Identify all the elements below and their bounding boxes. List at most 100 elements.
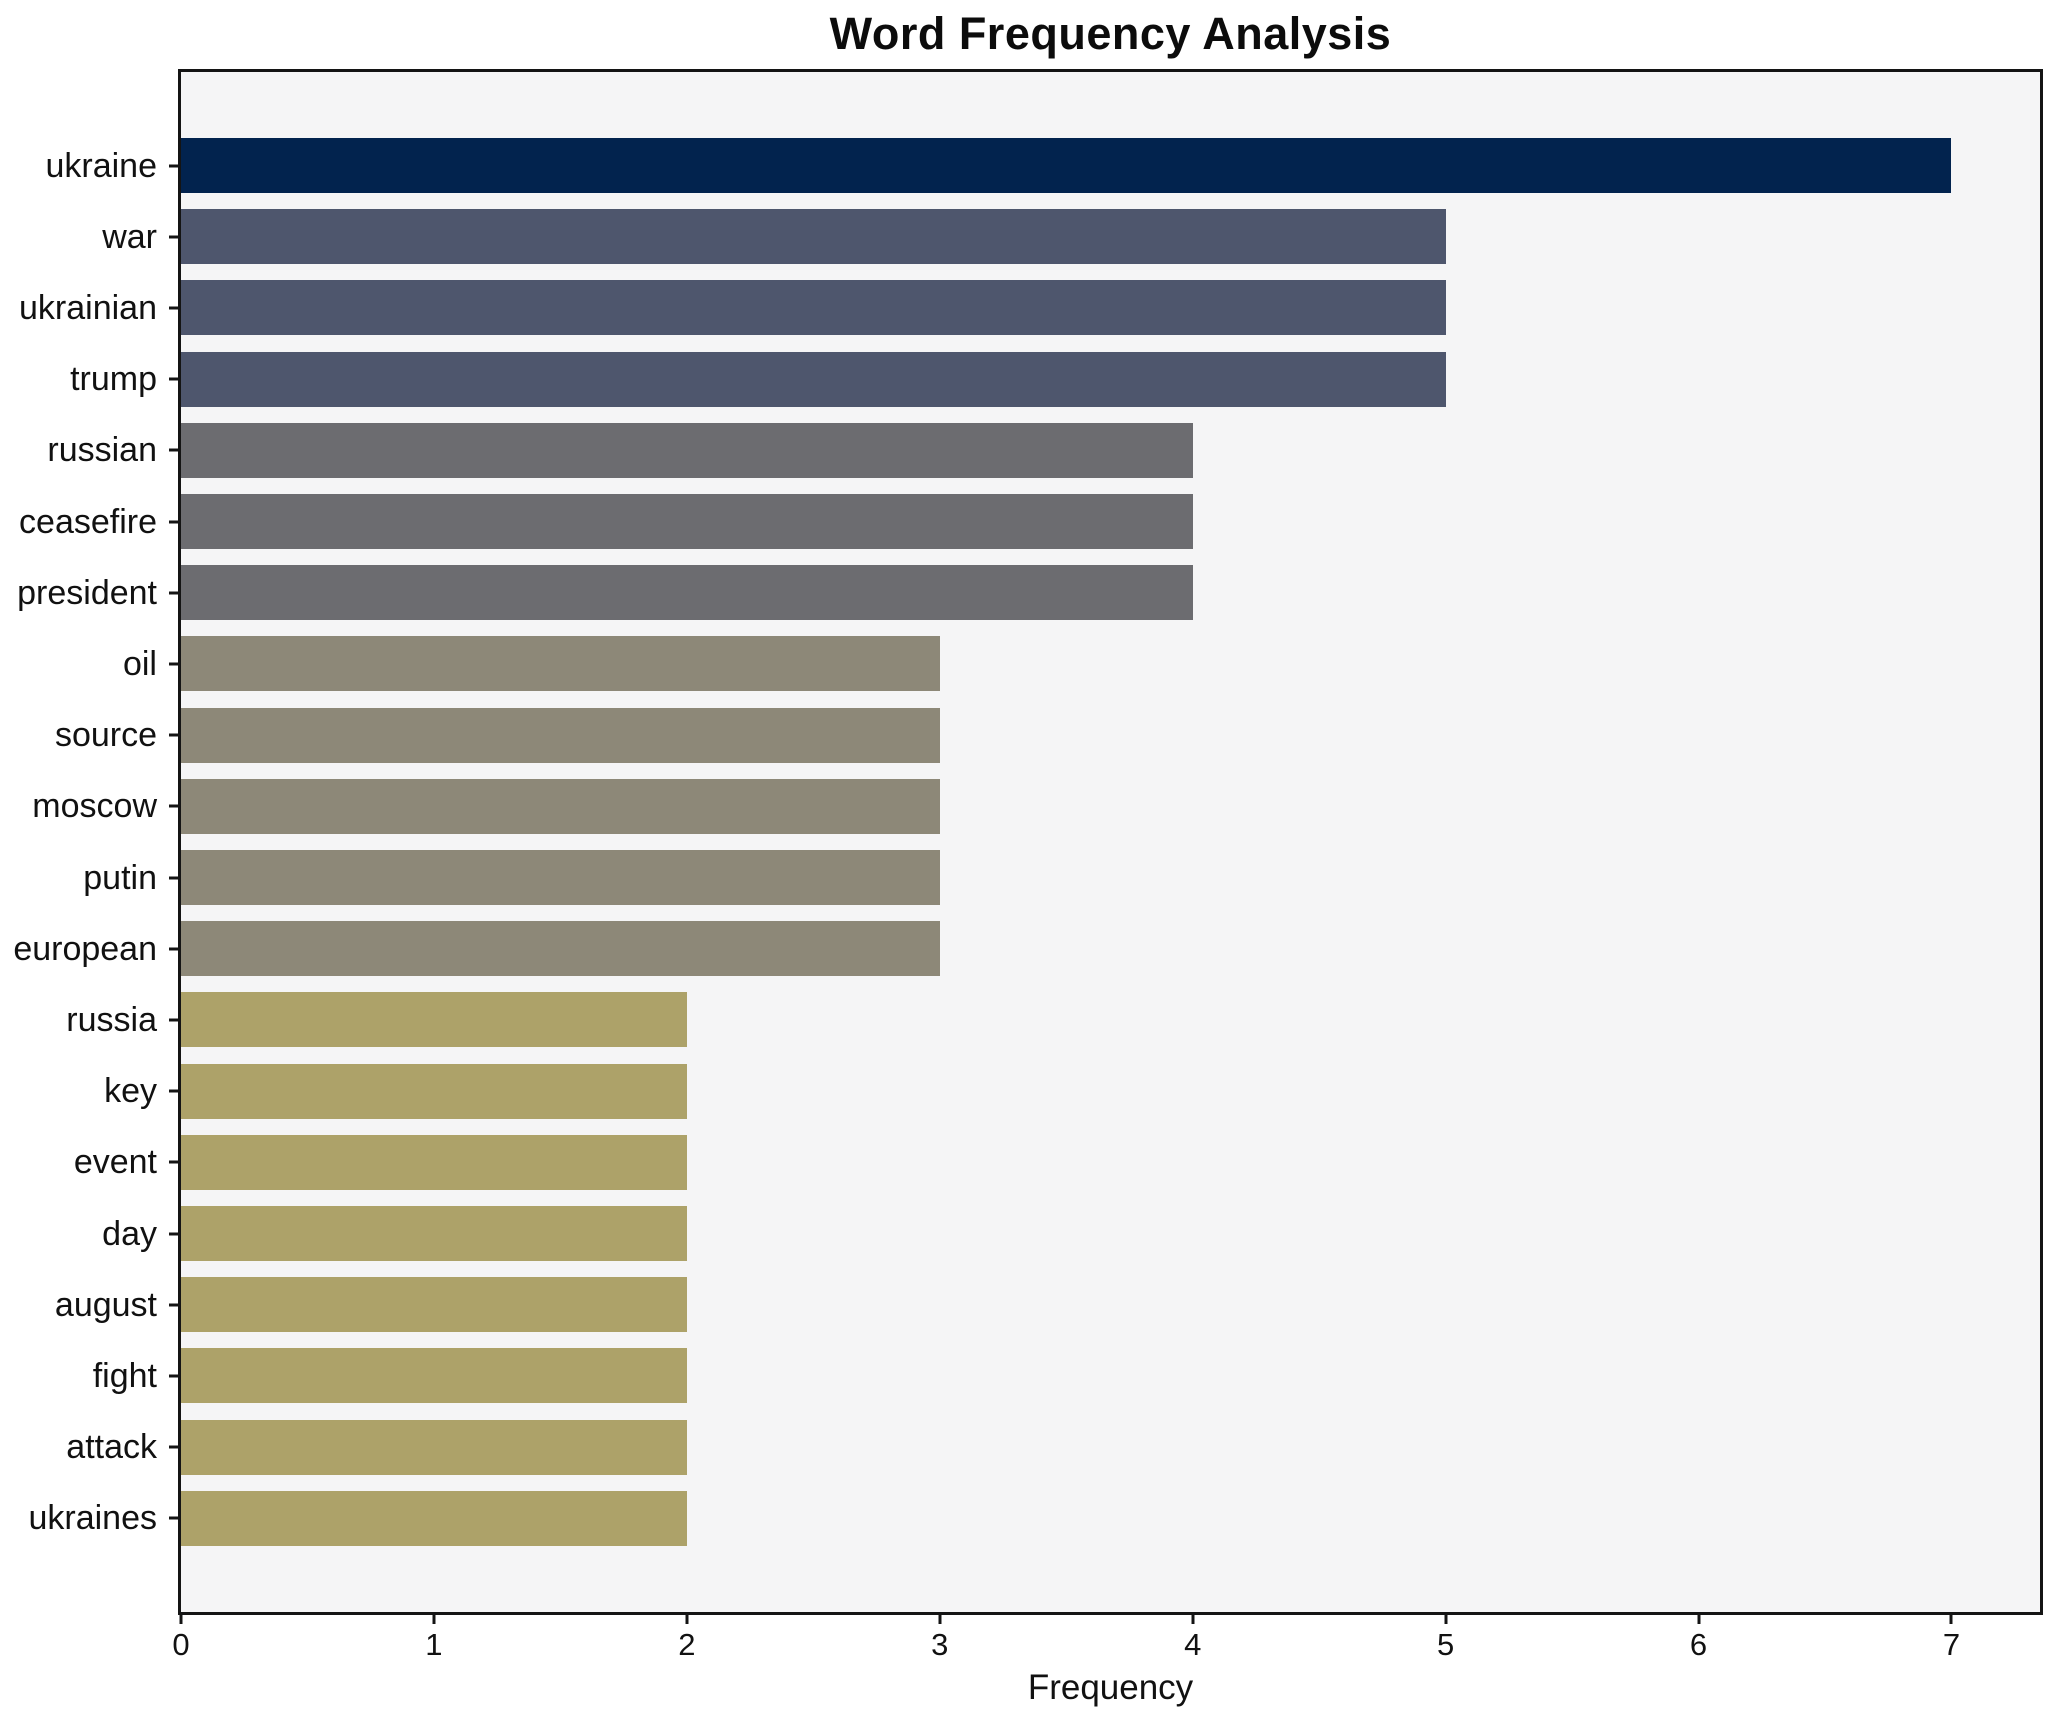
y-tick-mark [169, 1018, 181, 1022]
bar [181, 1348, 687, 1404]
y-tick-label: oil [122, 644, 157, 683]
bar-row: ceasefire [19, 494, 2040, 550]
x-tick-mark [1444, 1612, 1448, 1624]
y-tick-label: day [102, 1214, 157, 1253]
y-tick-mark [169, 235, 181, 239]
x-tick-mark [1949, 1612, 1953, 1624]
bar [181, 1063, 687, 1119]
y-tick-mark [169, 448, 181, 452]
bar-row: war [102, 209, 2040, 265]
bar-row: day [102, 1206, 2040, 1262]
bar-row: august [55, 1277, 2040, 1333]
y-tick-label: ukrainian [19, 288, 157, 327]
y-tick-label: moscow [32, 787, 157, 826]
bar [181, 1206, 687, 1262]
x-tick-label: 0 [172, 1627, 190, 1662]
y-tick-mark [169, 876, 181, 880]
bar [181, 494, 1193, 550]
bar-row: moscow [32, 778, 2040, 834]
y-tick-label: russia [66, 1000, 157, 1039]
x-tick-label: 3 [931, 1627, 949, 1662]
y-tick-mark [169, 1089, 181, 1093]
y-tick-mark [169, 1303, 181, 1307]
bar-row: fight [93, 1348, 2040, 1404]
x-tick-label: 1 [425, 1627, 443, 1662]
x-tick-mark [1697, 1612, 1701, 1624]
y-tick-mark [169, 1374, 181, 1378]
bar-row: source [55, 707, 2040, 763]
bar [181, 351, 1446, 407]
x-tick-mark [179, 1612, 183, 1624]
y-tick-label: european [13, 929, 157, 968]
x-tick-mark [685, 1612, 689, 1624]
y-tick-label: ukraine [45, 146, 157, 185]
y-tick-mark [169, 733, 181, 737]
bar [181, 565, 1193, 621]
y-tick-mark [169, 1232, 181, 1236]
y-tick-mark [169, 662, 181, 666]
bar-row: oil [123, 636, 2040, 692]
bar [181, 778, 940, 834]
y-tick-label: ceasefire [19, 502, 157, 541]
bar-row: trump [70, 351, 2040, 407]
bars-container: ukraine war ukrainian trump russian ceasefire… [13, 72, 2040, 1612]
chart-title: Word Frequency Analysis [829, 8, 1392, 59]
bar [181, 280, 1446, 336]
bar-row: attack [66, 1419, 2040, 1475]
y-tick-label: putin [83, 858, 157, 897]
y-tick-label: war [102, 217, 157, 256]
bar-row: russia [66, 992, 2040, 1048]
bar [181, 921, 940, 977]
x-tick-mark [938, 1612, 942, 1624]
bar [181, 707, 940, 763]
bar-row: ukraines [28, 1490, 2040, 1546]
x-axis-label: Frequency [1027, 1668, 1194, 1707]
bar-row: event [74, 1134, 2040, 1190]
bar-row: key [104, 1063, 2040, 1119]
bar [181, 209, 1446, 265]
y-tick-mark [169, 591, 181, 595]
y-tick-label: event [73, 1143, 157, 1182]
bar-row: ukrainian [19, 280, 2040, 336]
bar [181, 1419, 687, 1475]
y-tick-label: trump [70, 360, 157, 399]
bar [181, 992, 687, 1048]
y-tick-mark [169, 947, 181, 951]
y-tick-label: russian [47, 431, 157, 470]
bar-row: president [17, 565, 2040, 621]
bar [181, 636, 940, 692]
bar [181, 1134, 687, 1190]
y-tick-label: source [54, 716, 157, 755]
y-tick-label: fight [92, 1356, 157, 1395]
y-tick-label: august [54, 1285, 157, 1324]
bar-row: ukraine [45, 138, 2040, 193]
bar [181, 138, 1952, 193]
x-axis: 0 1 2 3 4 5 6 7 [172, 1612, 2040, 1672]
bar [181, 850, 940, 906]
y-tick-label: key [104, 1072, 157, 1111]
y-tick-mark [169, 520, 181, 524]
bar [181, 422, 1193, 478]
y-tick-mark [169, 1516, 181, 1520]
x-tick-label: 2 [678, 1627, 696, 1662]
bar-row: putin [83, 850, 2040, 906]
y-tick-mark [169, 804, 181, 808]
y-tick-label: attack [66, 1428, 157, 1467]
y-tick-mark [169, 1445, 181, 1449]
plot-area: ukraine war ukrainian trump russian ceasefire… [13, 69, 2043, 1615]
y-tick-mark [169, 377, 181, 381]
bar-row: european [13, 921, 2040, 977]
y-tick-mark [169, 164, 181, 167]
x-tick-mark [1191, 1612, 1195, 1624]
x-tick-label: 6 [1689, 1627, 1708, 1662]
x-tick-mark [432, 1612, 436, 1624]
bar [181, 1277, 687, 1333]
y-tick-label: president [17, 573, 157, 612]
x-tick-label: 4 [1184, 1627, 1202, 1662]
y-tick-mark [169, 306, 181, 310]
bar [181, 1490, 687, 1546]
x-tick-label: 5 [1437, 1627, 1455, 1662]
y-tick-label: ukraines [28, 1499, 157, 1538]
bar-row: russian [47, 422, 2040, 478]
